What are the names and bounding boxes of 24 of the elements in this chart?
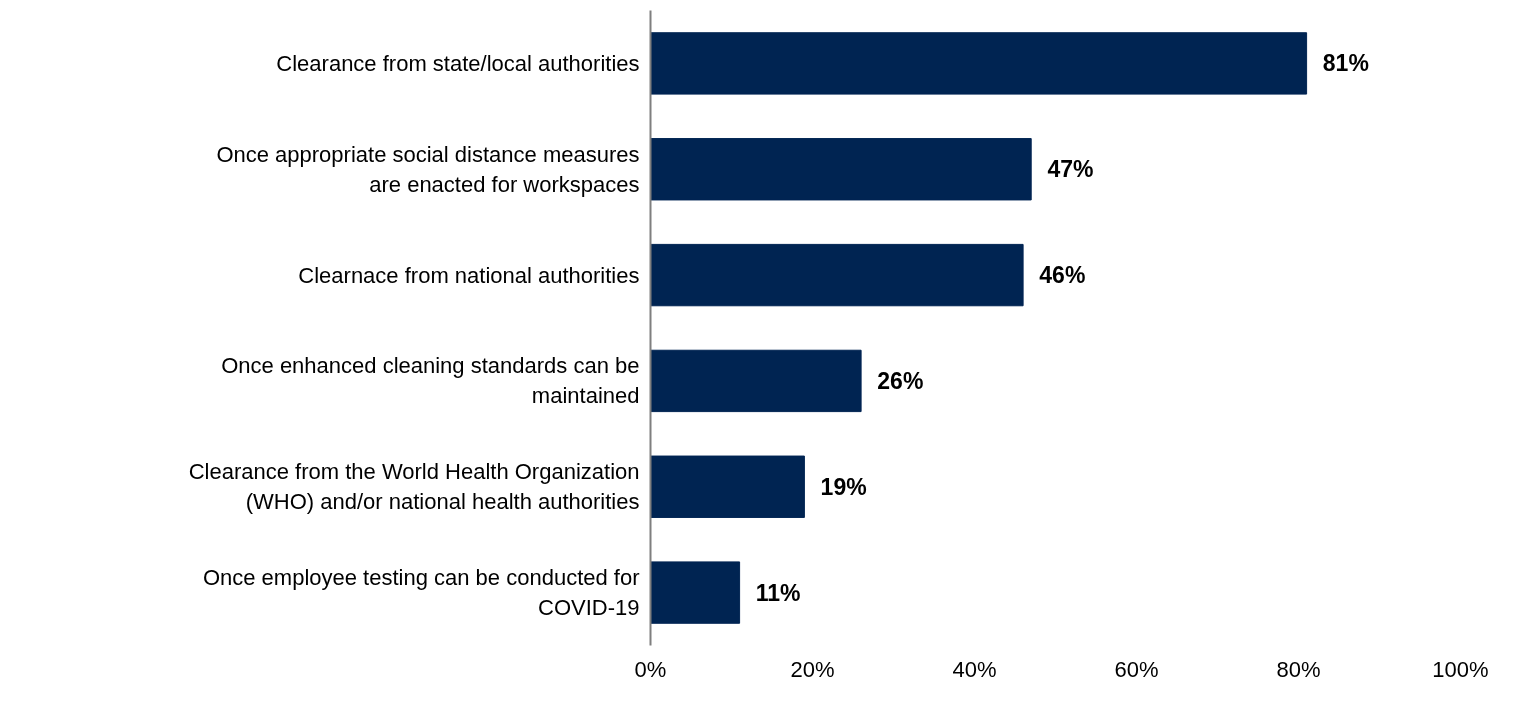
x-tick-label: 0%: [634, 656, 667, 682]
data-label: 11%: [755, 579, 801, 606]
bar: [650, 243, 1024, 307]
y-tick-label: Clearance from the World Health Organization (WHO) and/or national health authorities: [188, 459, 640, 515]
x-tick-label: 20%: [790, 656, 835, 682]
bar: [650, 561, 741, 624]
x-tick-label: 40%: [952, 656, 997, 682]
data-label: 47%: [1047, 156, 1094, 183]
bar: [650, 138, 1032, 201]
y-tick-label: Once employee testing can be conducted for COVID-19: [202, 565, 640, 621]
y-tick-label: Clearance from state/local authorities: [276, 50, 640, 76]
bar: [650, 349, 862, 413]
x-tick-label: 80%: [1276, 656, 1321, 682]
x-tick-label: 100%: [1432, 656, 1489, 682]
y-tick-label: Once appropriate social distance measures are enacted for workspaces: [216, 141, 640, 197]
bar: [650, 455, 805, 518]
x-tick-label: 60%: [1114, 656, 1159, 682]
data-label: 46%: [1039, 262, 1086, 289]
y-tick-label: Clearnace from national authorities: [298, 262, 640, 288]
data-label: 19%: [820, 473, 867, 500]
y-tick-label: Once enhanced cleaning standards can be maintained: [221, 353, 640, 409]
data-label: 26%: [877, 367, 924, 394]
data-label: 81%: [1322, 50, 1369, 77]
bar: [650, 32, 1308, 95]
